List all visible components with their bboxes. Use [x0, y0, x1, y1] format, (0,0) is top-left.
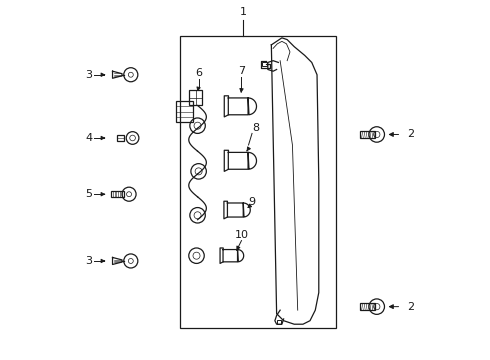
Text: 7: 7 — [238, 67, 245, 76]
Bar — [277, 320, 281, 324]
Bar — [360, 131, 375, 138]
Text: 9: 9 — [248, 197, 256, 207]
Text: 3: 3 — [85, 70, 92, 80]
Bar — [262, 62, 267, 66]
Bar — [189, 90, 202, 105]
Text: 1: 1 — [240, 7, 247, 17]
Text: 10: 10 — [235, 230, 248, 240]
Text: 4: 4 — [85, 133, 92, 143]
Text: 8: 8 — [252, 123, 259, 133]
Bar — [112, 192, 124, 197]
Text: 5: 5 — [85, 189, 92, 199]
Text: 2: 2 — [407, 130, 414, 139]
Text: 6: 6 — [195, 68, 202, 78]
Text: 2: 2 — [407, 302, 414, 312]
Text: 3: 3 — [85, 256, 92, 266]
Bar — [117, 135, 124, 141]
Bar — [176, 101, 194, 122]
Bar — [360, 303, 375, 310]
Bar — [180, 36, 336, 328]
